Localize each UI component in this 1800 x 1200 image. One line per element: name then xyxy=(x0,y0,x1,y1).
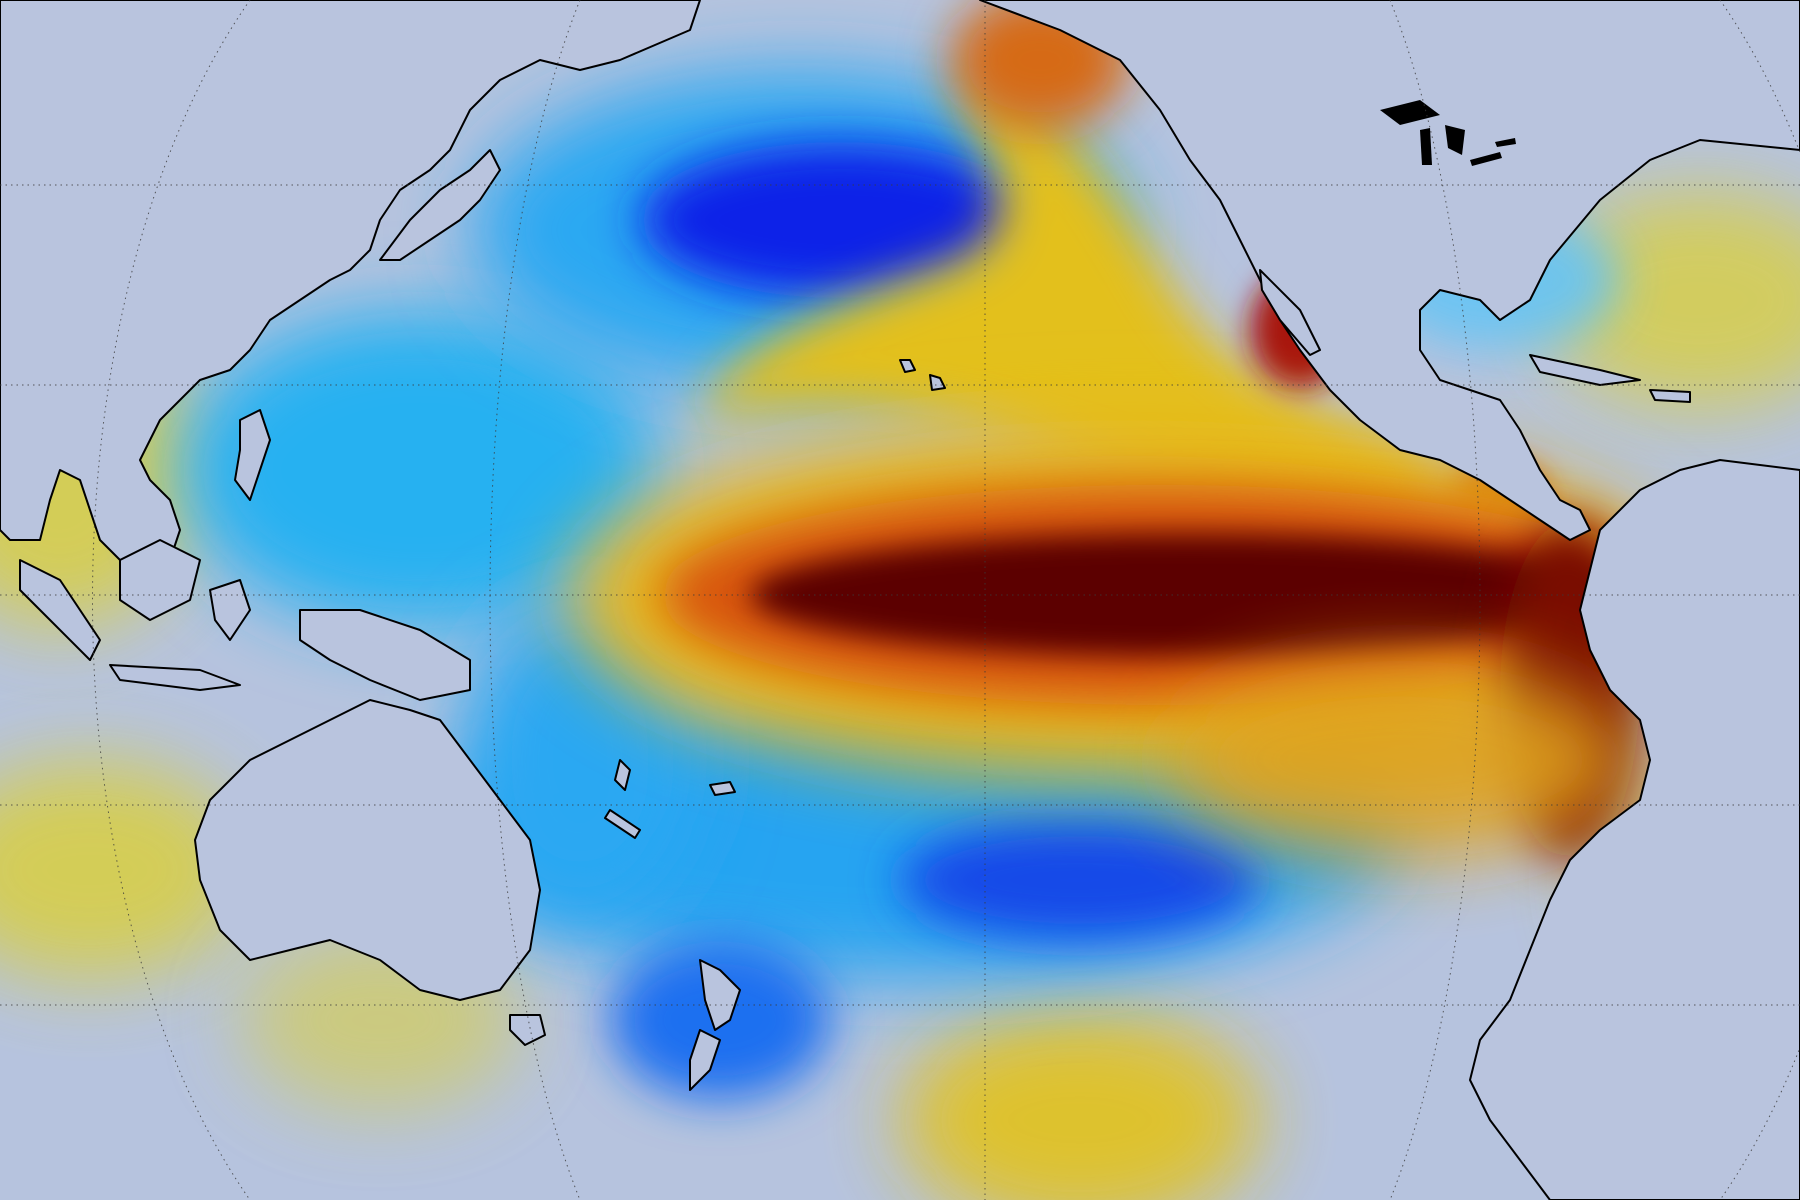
landmass-north-america xyxy=(979,0,1800,541)
landmass-java xyxy=(109,664,241,691)
anomaly-weak-positive-atlantic xyxy=(1540,190,1800,410)
graticule-lon-far-west xyxy=(92,0,251,1200)
landmass-baja xyxy=(1259,269,1321,356)
anomaly-weak-positive-south xyxy=(900,1010,1260,1200)
landmass-hawaii xyxy=(899,359,946,391)
anomaly-positive-tongue-core xyxy=(750,533,1630,657)
graticule-lon-west xyxy=(489,0,581,1200)
landmass-cuba xyxy=(1529,354,1641,386)
landmass-fiji xyxy=(709,781,736,796)
lake-erie xyxy=(1470,152,1502,166)
landmass-hispaniola xyxy=(1649,389,1691,403)
landmass-asia xyxy=(0,0,701,581)
landmass-south-america xyxy=(1469,459,1800,1200)
landmass-new-guinea xyxy=(299,609,471,701)
anomaly-negative-west-pacific xyxy=(180,310,660,630)
landmass-vanuatu xyxy=(614,759,631,791)
landmass-japan xyxy=(379,149,501,261)
landmass-new-zealand-north xyxy=(699,959,741,1031)
lake-huron xyxy=(1445,125,1465,155)
anomaly-positive-south-tongue xyxy=(1170,660,1630,860)
lake-michigan xyxy=(1420,128,1432,165)
landmass-philippines xyxy=(234,409,271,501)
anomaly-weak-positive-southwest xyxy=(0,760,250,980)
landmass-sumatra xyxy=(19,559,101,661)
landmass-new-caledonia xyxy=(604,809,641,839)
lake-ontario xyxy=(1495,138,1516,147)
landmass-tasmania xyxy=(509,1014,546,1046)
lake-superior xyxy=(1380,100,1440,125)
landmass-australia xyxy=(194,699,541,1001)
anomaly-negative-south-pacific-core xyxy=(900,820,1260,940)
anomaly-negative-north-pacific-core xyxy=(640,142,1040,298)
landmass-borneo xyxy=(119,539,201,621)
great-lakes xyxy=(1380,100,1516,166)
landmass-new-zealand-south xyxy=(689,1029,721,1091)
graticule-lon-east xyxy=(1389,0,1481,1200)
